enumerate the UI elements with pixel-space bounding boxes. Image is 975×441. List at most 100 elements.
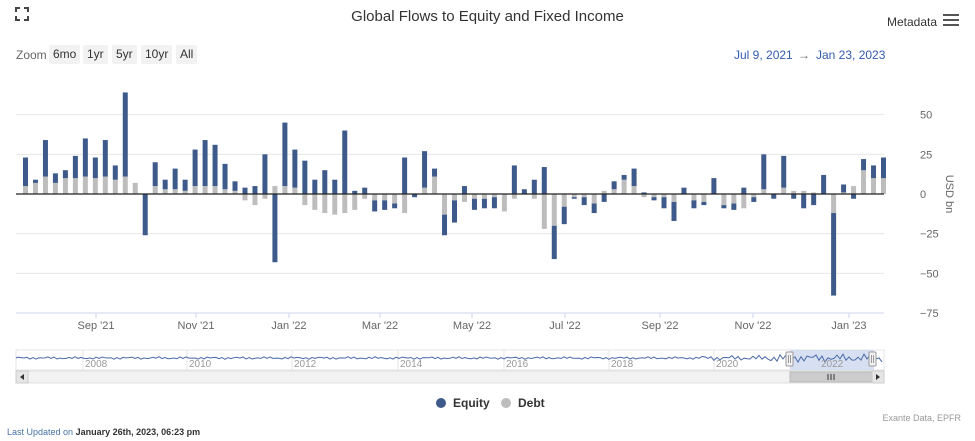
scrollbar[interactable] [15,370,885,384]
bar-debt[interactable] [791,190,797,194]
bar-debt[interactable] [72,178,78,194]
bar-equity[interactable] [112,165,118,180]
bar-debt[interactable] [531,194,537,199]
bar-debt[interactable] [152,186,158,194]
bar-equity[interactable] [42,140,48,177]
bar-debt[interactable] [621,179,627,194]
bar-equity[interactable] [292,149,298,188]
bar-debt[interactable] [701,194,707,202]
bar-equity[interactable] [681,187,687,194]
bar-equity[interactable] [771,194,777,199]
bar-debt[interactable] [422,187,428,194]
bar-equity[interactable] [801,194,807,209]
bar-equity[interactable] [881,157,886,179]
scrollbar-track[interactable] [15,370,885,384]
bar-debt[interactable] [352,194,358,210]
bar-debt[interactable] [551,194,557,226]
bar-equity[interactable] [731,203,737,210]
bar-equity[interactable] [202,140,208,187]
bar-equity[interactable] [432,168,438,177]
bar-debt[interactable] [611,189,617,194]
bar-debt[interactable] [861,170,867,194]
bar-equity[interactable] [701,201,707,206]
bar-equity[interactable] [352,190,358,194]
bar-equity[interactable] [631,168,637,187]
scrollbar-right-arrow-icon[interactable] [871,370,885,384]
bar-equity[interactable] [791,194,797,199]
bar-debt[interactable] [112,179,118,194]
bar-debt[interactable] [162,189,168,194]
bar-debt[interactable] [252,194,258,206]
bar-debt[interactable] [811,192,817,194]
bar-debt[interactable] [781,187,787,194]
fullscreen-icon[interactable] [14,6,30,22]
bar-equity[interactable] [821,174,827,194]
bar-debt[interactable] [581,194,587,198]
bar-debt[interactable] [392,194,398,204]
bar-equity[interactable] [92,157,98,179]
bar-equity[interactable] [671,201,677,221]
bar-debt[interactable] [32,182,38,194]
bar-equity[interactable] [721,205,727,209]
bar-equity[interactable] [461,186,467,194]
bar-equity[interactable] [252,186,258,194]
bar-debt[interactable] [172,189,178,194]
bar-debt[interactable] [262,194,268,199]
bar-equity[interactable] [871,165,877,179]
bar-equity[interactable] [571,197,577,199]
bar-debt[interactable] [362,194,368,199]
bar-equity[interactable] [402,157,408,194]
bar-equity[interactable] [52,173,58,183]
bar-equity[interactable] [242,187,248,194]
bar-debt[interactable] [841,192,847,194]
bar-equity[interactable] [382,200,388,210]
bar-debt[interactable] [332,194,338,215]
bar-equity[interactable] [392,203,398,209]
bar-equity[interactable] [531,179,537,194]
bar-equity[interactable] [102,140,108,177]
bar-equity[interactable] [761,154,767,190]
bar-equity[interactable] [641,192,647,194]
bar-equity[interactable] [32,179,38,183]
bar-equity[interactable] [711,178,717,194]
bar-debt[interactable] [62,178,68,194]
bar-debt[interactable] [212,186,218,194]
bar-debt[interactable] [481,194,487,199]
bar-equity[interactable] [152,162,158,187]
bar-equity[interactable] [661,197,667,209]
bar-debt[interactable] [801,190,807,194]
zoom-1yr-button[interactable]: 1yr [83,45,108,64]
bar-equity[interactable] [561,206,567,225]
bar-debt[interactable] [322,194,328,214]
bar-equity[interactable] [172,168,178,190]
bar-debt[interactable] [561,194,567,207]
navigator-right-handle[interactable] [868,351,877,367]
bar-equity[interactable] [551,225,557,260]
bar-debt[interactable] [651,194,657,198]
bar-debt[interactable] [402,194,408,214]
bar-equity[interactable] [212,144,218,187]
bar-debt[interactable] [731,194,737,204]
bar-debt[interactable] [232,190,238,194]
bar-debt[interactable] [302,194,308,206]
bar-equity[interactable] [142,194,148,236]
bar-equity[interactable] [312,179,318,194]
bar-equity[interactable] [491,197,497,209]
bar-equity[interactable] [362,187,368,194]
zoom-all-button[interactable]: All [176,45,198,64]
bar-debt[interactable] [23,186,28,194]
bar-equity[interactable] [691,200,697,209]
bar-equity[interactable] [23,157,28,187]
bar-debt[interactable] [661,194,667,198]
bar-equity[interactable] [741,187,747,194]
bar-equity[interactable] [72,155,78,179]
range-to-input[interactable]: Jan 23, 2023 [816,48,886,62]
bar-equity[interactable] [581,197,587,206]
bar-equity[interactable] [861,159,867,171]
bar-debt[interactable] [761,189,767,194]
bar-debt[interactable] [222,189,228,194]
bar-debt[interactable] [571,194,577,198]
bar-equity[interactable] [372,200,378,212]
bar-equity[interactable] [322,170,328,194]
bar-debt[interactable] [461,194,467,202]
